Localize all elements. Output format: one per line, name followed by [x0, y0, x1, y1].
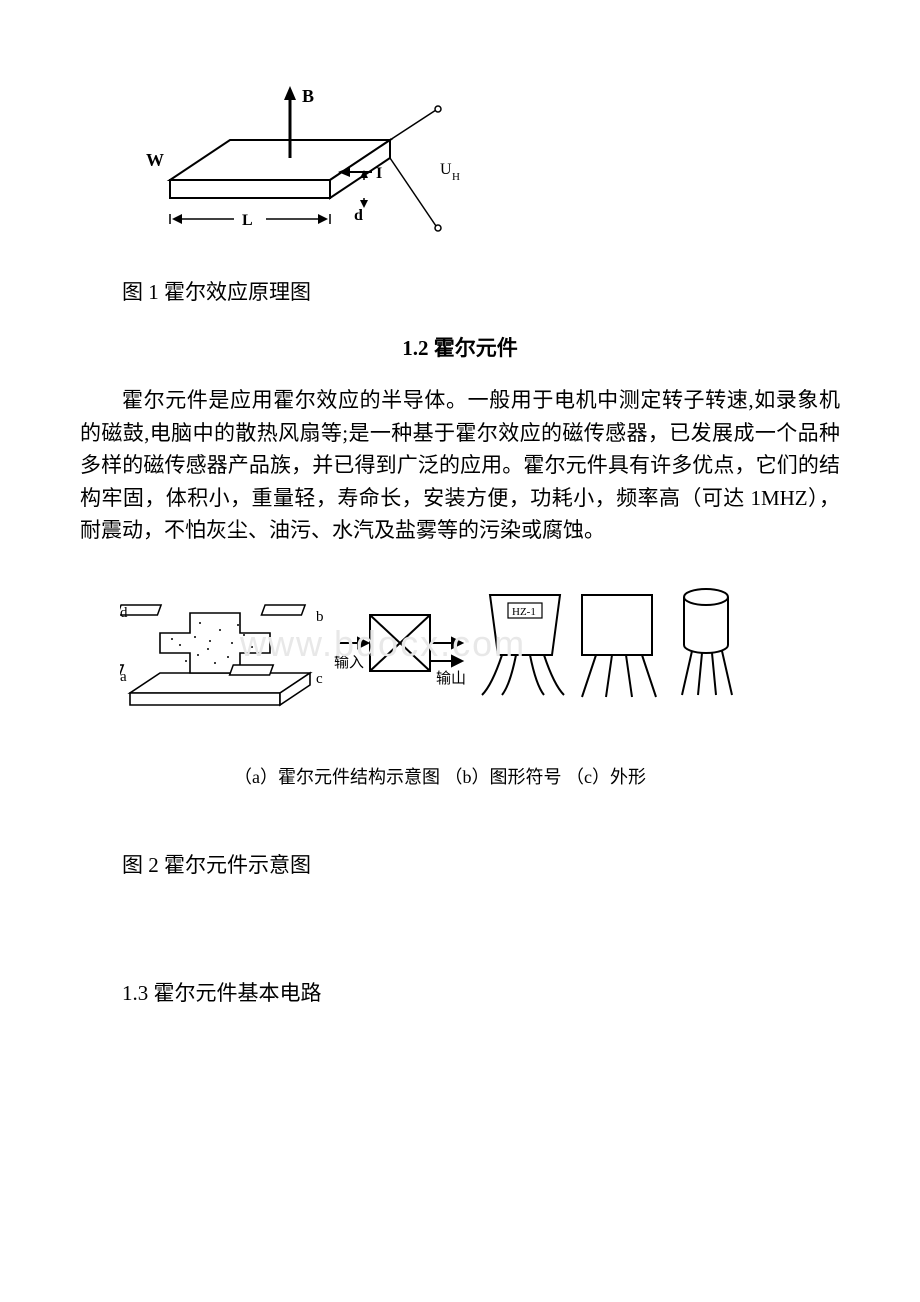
figure-2-label-d: d: [120, 605, 128, 621]
figure-1-label-uh-sub: H: [452, 171, 460, 183]
figure-1-label-d: d: [354, 207, 363, 224]
figure-2-label-out: 输山: [436, 670, 466, 687]
figure-1-diagram: B W I U H d L: [140, 80, 460, 270]
figure-1-label-uh: U: [440, 161, 452, 178]
figure-2-label-c: c: [316, 671, 323, 687]
figure-2-label-in: 输入: [334, 654, 364, 671]
figure-2-sub-caption: （a）霍尔元件结构示意图 （b）图形符号 （c）外形: [120, 763, 760, 789]
figure-1: B W I U H d L: [80, 80, 840, 306]
section-1-2-paragraph: 霍尔元件是应用霍尔效应的半导体。一般用于电机中测定转子转速,如录象机的磁鼓,电脑…: [80, 384, 840, 547]
figure-1-label-w: W: [146, 150, 164, 170]
figure-2-caption-block: 图 2 霍尔元件示意图: [80, 849, 840, 879]
figure-1-caption: 图 1 霍尔效应原理图: [80, 276, 840, 306]
figure-2-label-b: b: [316, 609, 324, 625]
figure-1-label-i: I: [376, 165, 382, 182]
figure-2-label-a: a: [120, 669, 127, 685]
section-1-3-heading: 1.3 霍尔元件基本电路: [80, 977, 840, 1007]
section-1-2-heading: 1.2 霍尔元件: [80, 332, 840, 362]
figure-2-label-pkg: HZ-1: [512, 606, 536, 618]
figure-2-caption: 图 2 霍尔元件示意图: [80, 849, 840, 879]
figure-1-label-l: L: [242, 212, 253, 229]
figure-1-label-b: B: [302, 86, 314, 106]
figure-2-diagram: www.bdocx.com a: [120, 575, 760, 785]
